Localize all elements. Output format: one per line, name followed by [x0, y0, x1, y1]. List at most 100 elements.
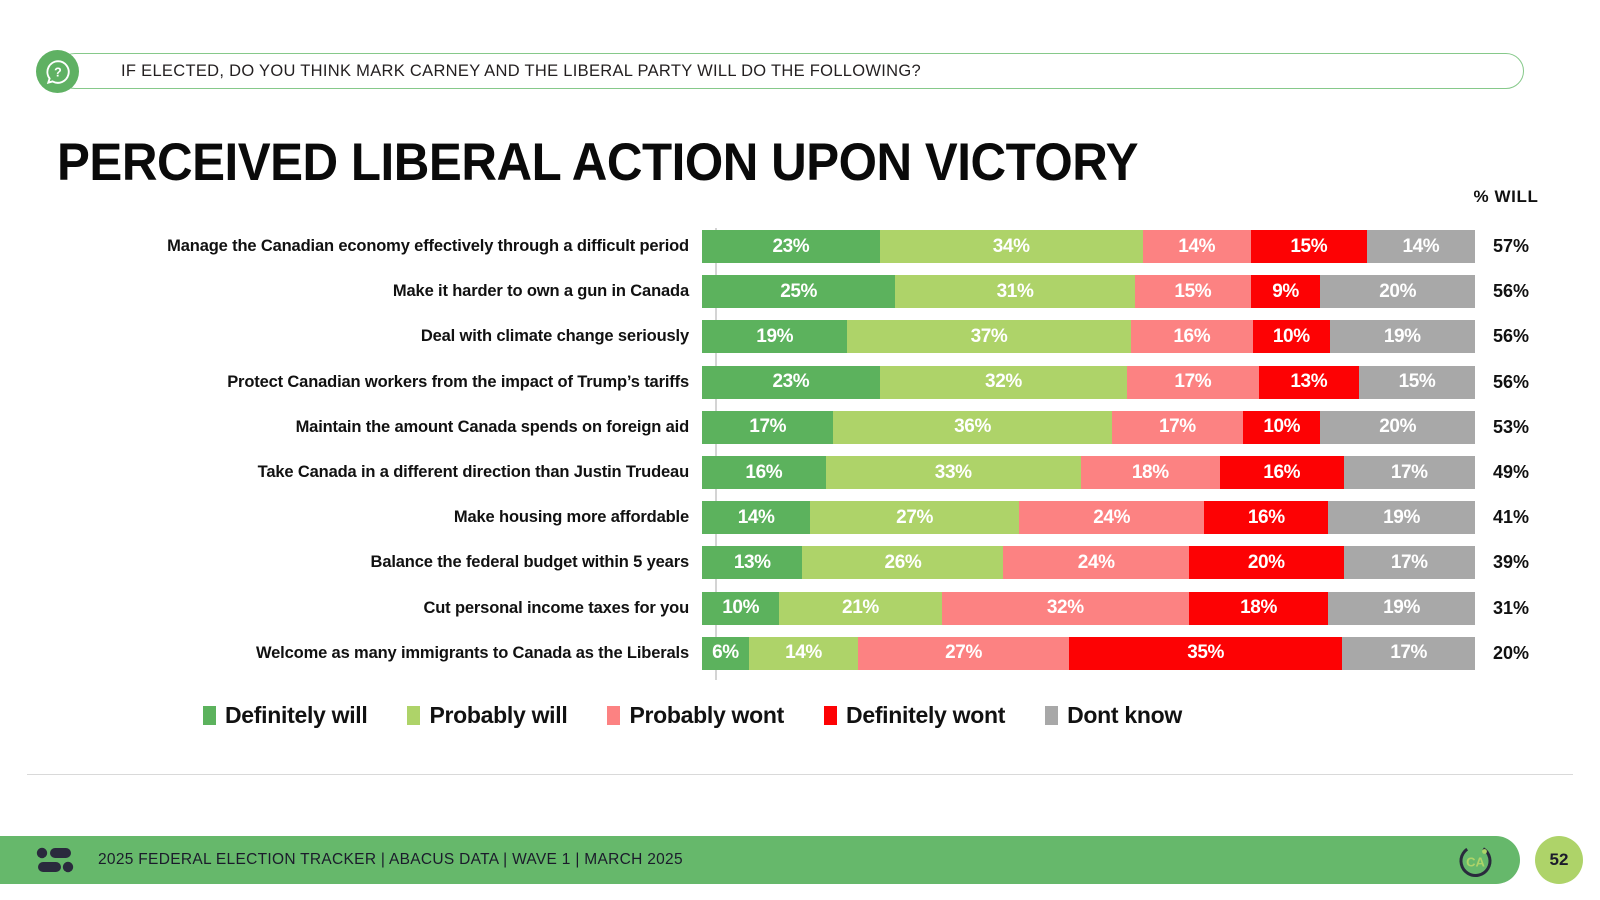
legend-item[interactable]: Probably wont: [607, 702, 784, 729]
bar-segment: 36%: [833, 410, 1112, 444]
question-text: IF ELECTED, DO YOU THINK MARK CARNEY AND…: [121, 61, 921, 80]
legend-swatch-icon: [607, 706, 621, 725]
chart-row-bar: 14% 27% 24% 16% 19%: [702, 501, 1475, 535]
row-total-value: 20%: [1492, 642, 1530, 663]
bar-segment: 21%: [779, 591, 942, 625]
chart-row-label: Deal with climate change seriously: [420, 327, 689, 346]
bar-segment: 14%: [748, 636, 859, 670]
footer-text: 2025 FEDERAL ELECTION TRACKER | ABACUS D…: [98, 851, 683, 868]
bar-segment: 18%: [1188, 591, 1329, 625]
bar-segment: 35%: [1068, 636, 1343, 670]
legend-label: Probably will: [429, 702, 568, 728]
chart-row: Make it harder to own a gun in Canada 25%…: [57, 275, 1547, 309]
bar-segment: 20%: [1188, 546, 1344, 580]
bar-segment: 15%: [1250, 230, 1367, 263]
legend-swatch-icon: [824, 706, 838, 725]
bar-segment: 23%: [702, 230, 880, 263]
chart-row: Maintain the amount Canada spends on for…: [57, 410, 1547, 444]
bar-segment: 10%: [702, 591, 780, 625]
will-column-header: % WILL: [1473, 187, 1539, 206]
chart-row-bar: 6% 14% 27% 35% 17%: [702, 636, 1475, 670]
bar-segment: 16%: [1204, 501, 1329, 535]
bar-segment: 16%: [702, 456, 826, 489]
legend-label: Dont know: [1067, 702, 1182, 728]
legend-item[interactable]: Definitely will: [203, 702, 368, 729]
bar-segment: 19%: [1328, 501, 1475, 535]
bar-segment: 19%: [702, 320, 848, 354]
row-total-value: 56%: [1492, 371, 1530, 392]
bar-segment: 14%: [1142, 230, 1251, 263]
chart-row-label: Make housing more affordable: [453, 508, 689, 527]
chart-row-label: Protect Canadian workers from the impact…: [227, 372, 689, 391]
chart-row: Cut personal income taxes for you 10% 21% 3…: [57, 591, 1547, 625]
chart-row-label: Maintain the amount Canada spends on for…: [295, 417, 690, 436]
chart-row-bar: 16% 33% 18% 16% 17%: [702, 456, 1475, 489]
chart-row: Make housing more affordable 14% 27% 24% 16%…: [57, 501, 1547, 535]
row-total-value: 53%: [1492, 416, 1530, 437]
row-total-value: 49%: [1492, 462, 1530, 482]
bar-segment: 19%: [1329, 320, 1475, 354]
chart-row-bar: 23% 32% 17% 13% 15%: [702, 365, 1475, 399]
row-total-value: 31%: [1492, 597, 1530, 618]
bar-segment: 37%: [847, 320, 1131, 354]
legend-swatch-icon: [407, 706, 421, 725]
bar-segment: 17%: [702, 410, 834, 444]
bar-segment: 16%: [1130, 320, 1254, 354]
chart-row: Welcome as many immigrants to Canada as …: [57, 636, 1547, 670]
bar-segment: 20%: [1320, 275, 1475, 309]
footer-divider: [27, 774, 1573, 775]
row-total-value: 41%: [1492, 507, 1530, 528]
legend-item[interactable]: Probably will: [407, 702, 568, 729]
chart-row-bar: 19% 37% 16% 10% 19%: [702, 320, 1475, 354]
bar-segment: 25%: [702, 275, 896, 309]
chart-row: Balance the federal budget within 5 year…: [57, 546, 1547, 580]
chart-row-bar: 10% 21% 32% 18% 19%: [702, 591, 1475, 625]
chart-row: Deal with climate change seriously 19% 37%…: [57, 320, 1547, 354]
ca-brand-mark-icon: CA: [1457, 842, 1494, 879]
legend-item[interactable]: Dont know: [1045, 702, 1182, 729]
chart-row: Take Canada in a different direction tha…: [57, 456, 1547, 489]
chart-row-bar: 25% 31% 15% 9% 20%: [702, 275, 1475, 309]
bar-segment: 19%: [1328, 591, 1475, 625]
legend-label: Probably wont: [629, 702, 785, 728]
bar-segment: 32%: [941, 591, 1189, 625]
bar-segment: 26%: [802, 546, 1004, 580]
bar-segment: 23%: [702, 365, 880, 399]
legend-swatch-icon: [203, 706, 216, 725]
bar-segment: 31%: [895, 275, 1135, 309]
bar-segment: 15%: [1134, 275, 1251, 309]
bar-segment: 9%: [1250, 275, 1321, 309]
chart-row: Manage the Canadian economy effectively …: [57, 230, 1547, 263]
question-banner: ? IF ELECTED, DO YOU THINK MARK CARNEY A…: [36, 50, 1524, 93]
svg-text:?: ?: [54, 65, 62, 79]
bar-segment: 13%: [702, 546, 803, 580]
bar-segment: 17%: [1127, 365, 1259, 399]
page-number-badge: 52: [1535, 836, 1583, 884]
bar-segment: 6%: [702, 636, 749, 670]
chart-axis-line: [715, 228, 717, 680]
bar-segment: 27%: [810, 501, 1019, 535]
bar-segment: 10%: [1253, 320, 1330, 354]
chart-row-bar: 23% 34% 14% 15% 14%: [702, 230, 1475, 263]
legend-label: Definitely wont: [846, 702, 1006, 728]
page-title: PERCEIVED LIBERAL ACTION UPON VICTORY: [57, 133, 1138, 192]
bar-segment: 24%: [1003, 546, 1189, 580]
bar-segment: 14%: [702, 501, 811, 535]
row-total-value: 39%: [1492, 552, 1530, 573]
bar-segment: 18%: [1080, 456, 1220, 489]
chart-row: Protect Canadian workers from the impact…: [57, 365, 1547, 399]
bar-segment: 14%: [1366, 230, 1475, 263]
legend-item[interactable]: Definitely wont: [824, 702, 1005, 729]
abacus-data-logo-icon: [36, 845, 80, 875]
legend-label: Definitely will: [225, 702, 368, 728]
bar-segment: 17%: [1111, 410, 1244, 444]
bar-segment: 10%: [1243, 410, 1321, 444]
chart-row-label: Take Canada in a different direction tha…: [257, 463, 690, 481]
bar-segment: 32%: [879, 365, 1128, 399]
legend-swatch-icon: [1045, 706, 1059, 725]
bar-segment: 13%: [1258, 365, 1360, 399]
bar-segment: 34%: [879, 230, 1143, 263]
chart-row-label: Make it harder to own a gun in Canada: [392, 282, 689, 301]
chart-row-label: Balance the federal budget within 5 year…: [370, 553, 690, 572]
bar-segment: 27%: [858, 636, 1069, 670]
